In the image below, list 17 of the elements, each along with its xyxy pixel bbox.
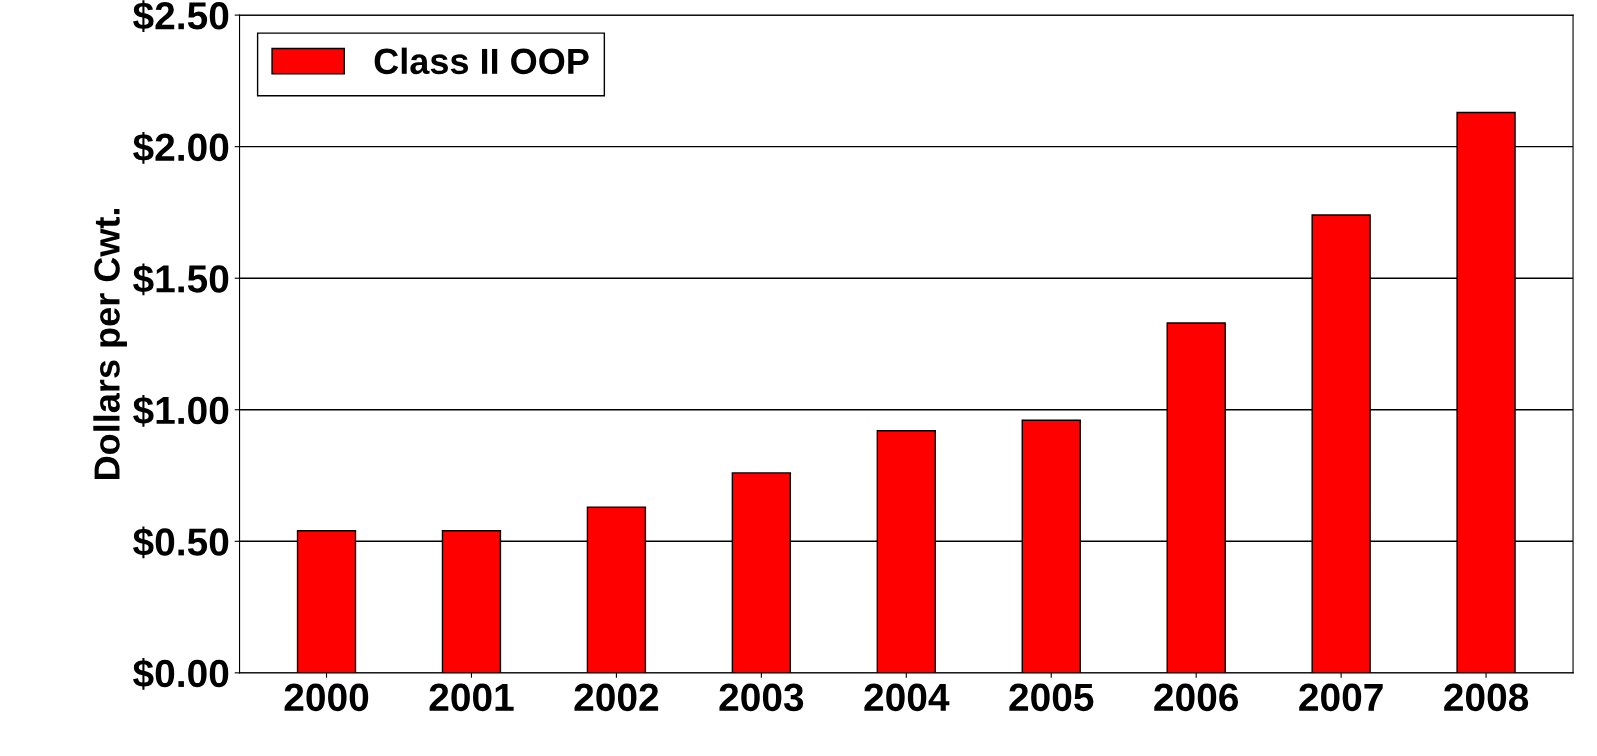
legend-label: Class II OOP — [374, 47, 589, 75]
y-tick-label: $0.50 — [133, 526, 229, 559]
x-tick-label: 2002 — [574, 683, 659, 712]
y-tick-label: $1.00 — [133, 394, 229, 427]
x-tick-label: 2006 — [1154, 683, 1239, 712]
x-tick-label: 2001 — [429, 683, 514, 712]
x-tick-label: 2007 — [1299, 683, 1383, 712]
x-tick-label: 2004 — [864, 683, 950, 712]
y-tick-label: $2.00 — [133, 131, 229, 164]
x-tick-label: 2003 — [719, 683, 804, 712]
x-tick-label: 2008 — [1444, 683, 1529, 712]
y-tick-label: $1.50 — [133, 263, 229, 296]
x-tick-label: 2005 — [1009, 683, 1094, 712]
y-tick-label: $2.50 — [133, 0, 229, 33]
y-axis-title: Dollars per Cwt. — [93, 209, 127, 480]
y-tick-label: $0.00 — [133, 658, 229, 690]
x-tick-label: 2000 — [284, 683, 369, 712]
